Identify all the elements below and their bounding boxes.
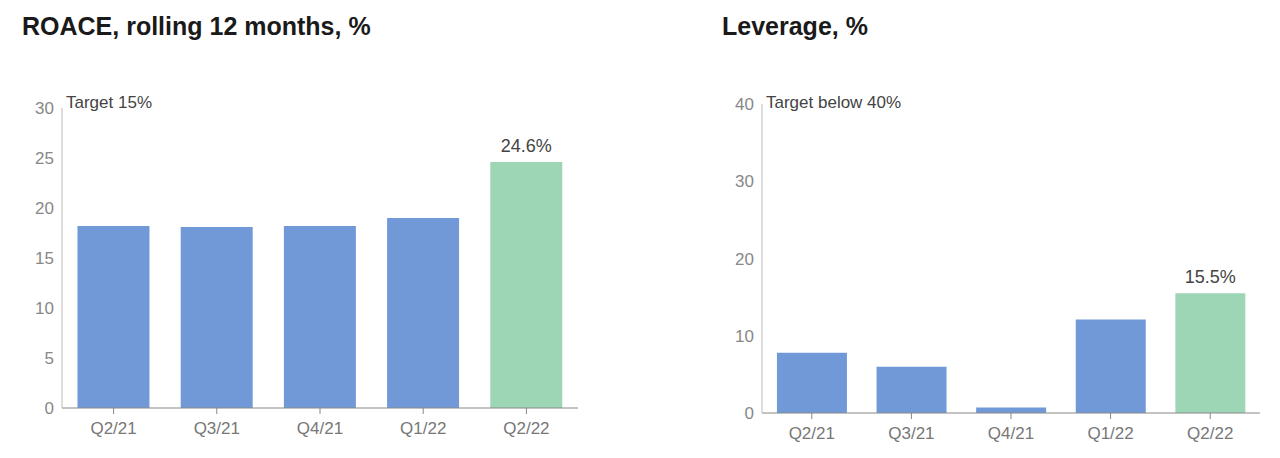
html-text:ROACE, rolling 12 months, %: ROACE, rolling 12 months, % [22,12,371,40]
html-text:Target 15%: Target 15% [66,93,152,112]
svg-text:Q1/22: Q1/22 [400,419,446,438]
svg-text:Q3/21: Q3/21 [194,419,240,438]
svg-text:0: 0 [745,404,754,423]
svg-text:30: 30 [735,172,754,191]
svg-text:0: 0 [45,399,54,418]
svg-text:Q4/21: Q4/21 [297,419,343,438]
svg-text:25: 25 [35,149,54,168]
html-text:Target below 40%: Target below 40% [766,93,902,112]
svg-text:Q4/21: Q4/21 [988,424,1034,443]
svg-text:20: 20 [35,199,54,218]
svg-text:Q2/22: Q2/22 [503,419,549,438]
svg-text:Q2/21: Q2/21 [90,419,136,438]
svg-text:Q1/22: Q1/22 [1087,424,1133,443]
svg-text:15.5%: 15.5% [1185,267,1236,287]
svg-text:10: 10 [735,327,754,346]
svg-text:15: 15 [35,249,54,268]
svg-text:20: 20 [735,250,754,269]
svg-text:30: 30 [35,99,54,118]
svg-text:10: 10 [35,299,54,318]
svg-text:5: 5 [45,349,54,368]
html-text:Leverage, %: Leverage, % [722,12,868,40]
svg-text:Q2/22: Q2/22 [1187,424,1233,443]
svg-text:Q3/21: Q3/21 [888,424,934,443]
svg-text:40: 40 [735,95,754,114]
svg-text:24.6%: 24.6% [501,136,552,156]
svg-text:Q2/21: Q2/21 [789,424,835,443]
